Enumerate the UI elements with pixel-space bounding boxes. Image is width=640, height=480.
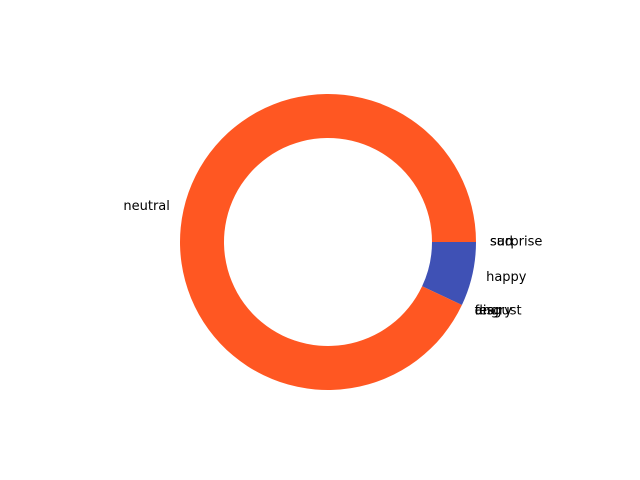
slice-label-neutral: neutral	[123, 199, 170, 214]
donut-slices	[179, 93, 476, 390]
slice-label-angry: angry	[475, 303, 513, 318]
slice-label-surprise: surprise	[490, 235, 542, 250]
slice-label-happy: happy	[486, 270, 527, 285]
slice-label-fear: fear	[475, 303, 502, 318]
slice-label-sad: sad	[490, 235, 513, 250]
slice-label-disgust: disgust	[475, 303, 522, 318]
slice-neutral	[179, 93, 476, 390]
slice-happy	[422, 242, 476, 306]
